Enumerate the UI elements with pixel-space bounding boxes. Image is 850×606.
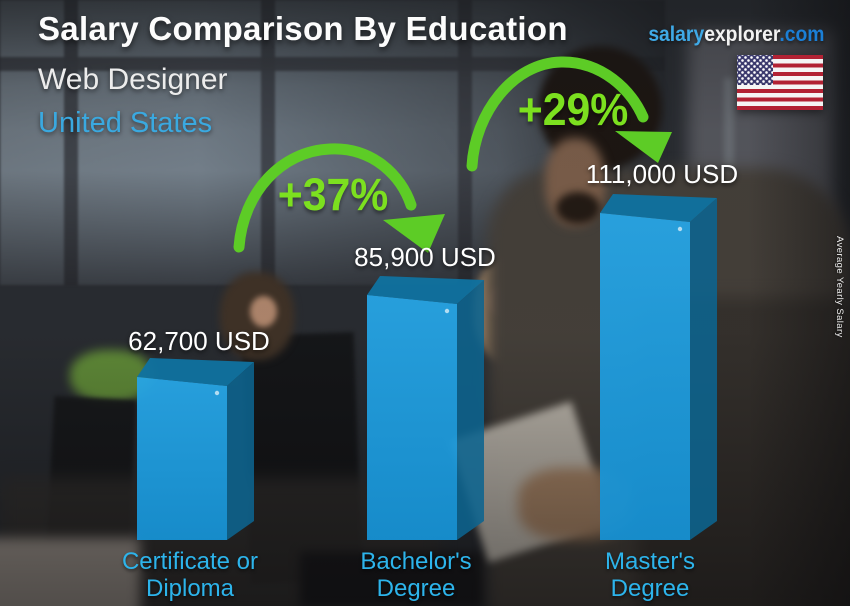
increase-label-2: +29% xyxy=(517,84,629,135)
value-label-bachelors-degree: 85,900 USD xyxy=(354,242,496,272)
curved-down-arrow-icon xyxy=(466,56,649,172)
increase-label-1: +37% xyxy=(277,169,389,220)
brand-explorer: explorer xyxy=(703,23,779,46)
bar-top-face xyxy=(367,276,484,304)
y-axis-label: Average Yearly Salary xyxy=(834,236,845,338)
flag-canton-stars xyxy=(737,55,773,85)
us-flag-icon xyxy=(737,55,823,110)
bar-bachelor-s-degree xyxy=(367,276,484,540)
bar-highlight-dot xyxy=(677,226,683,232)
increase-arrow-2 xyxy=(466,56,672,172)
arrowhead-icon xyxy=(383,214,445,253)
brand-tld: .com xyxy=(778,23,824,46)
bar-side-face xyxy=(690,198,717,540)
bars-group xyxy=(137,194,717,540)
bar-top-face xyxy=(137,358,254,386)
category-label-bachelors-degree: Bachelor's Degree xyxy=(360,548,472,602)
country-name: United States xyxy=(38,107,213,139)
bar-top-face xyxy=(600,194,717,222)
value-label-certificate-or-diploma: 62,700 USD xyxy=(128,326,270,356)
increase-arrow-1 xyxy=(233,143,445,253)
brand-salary: salary xyxy=(647,23,704,46)
bar-side-face xyxy=(227,362,254,540)
page-title: Salary Comparison By Education xyxy=(38,10,568,47)
brand-logo: salaryexplorer.com xyxy=(648,22,824,48)
bar-side-face xyxy=(457,280,484,540)
value-label-masters-degree: 111,000 USD xyxy=(585,159,739,189)
bar-front-face xyxy=(600,213,690,540)
bar-highlight-dot xyxy=(444,308,450,314)
bar-front-face xyxy=(137,377,227,540)
category-label-certificate-or-diploma: Certificate or Diploma xyxy=(121,548,259,602)
curved-down-arrow-icon xyxy=(233,143,417,253)
bar-front-face xyxy=(367,295,457,540)
bar-master-s-degree xyxy=(600,194,717,540)
bar-certificate-or-diploma xyxy=(137,358,254,540)
job-title: Web Designer xyxy=(38,63,228,96)
arrowhead-icon xyxy=(615,131,672,163)
category-label-masters-degree: Master's Degree xyxy=(605,548,695,602)
bar-highlight-dot xyxy=(214,390,220,396)
